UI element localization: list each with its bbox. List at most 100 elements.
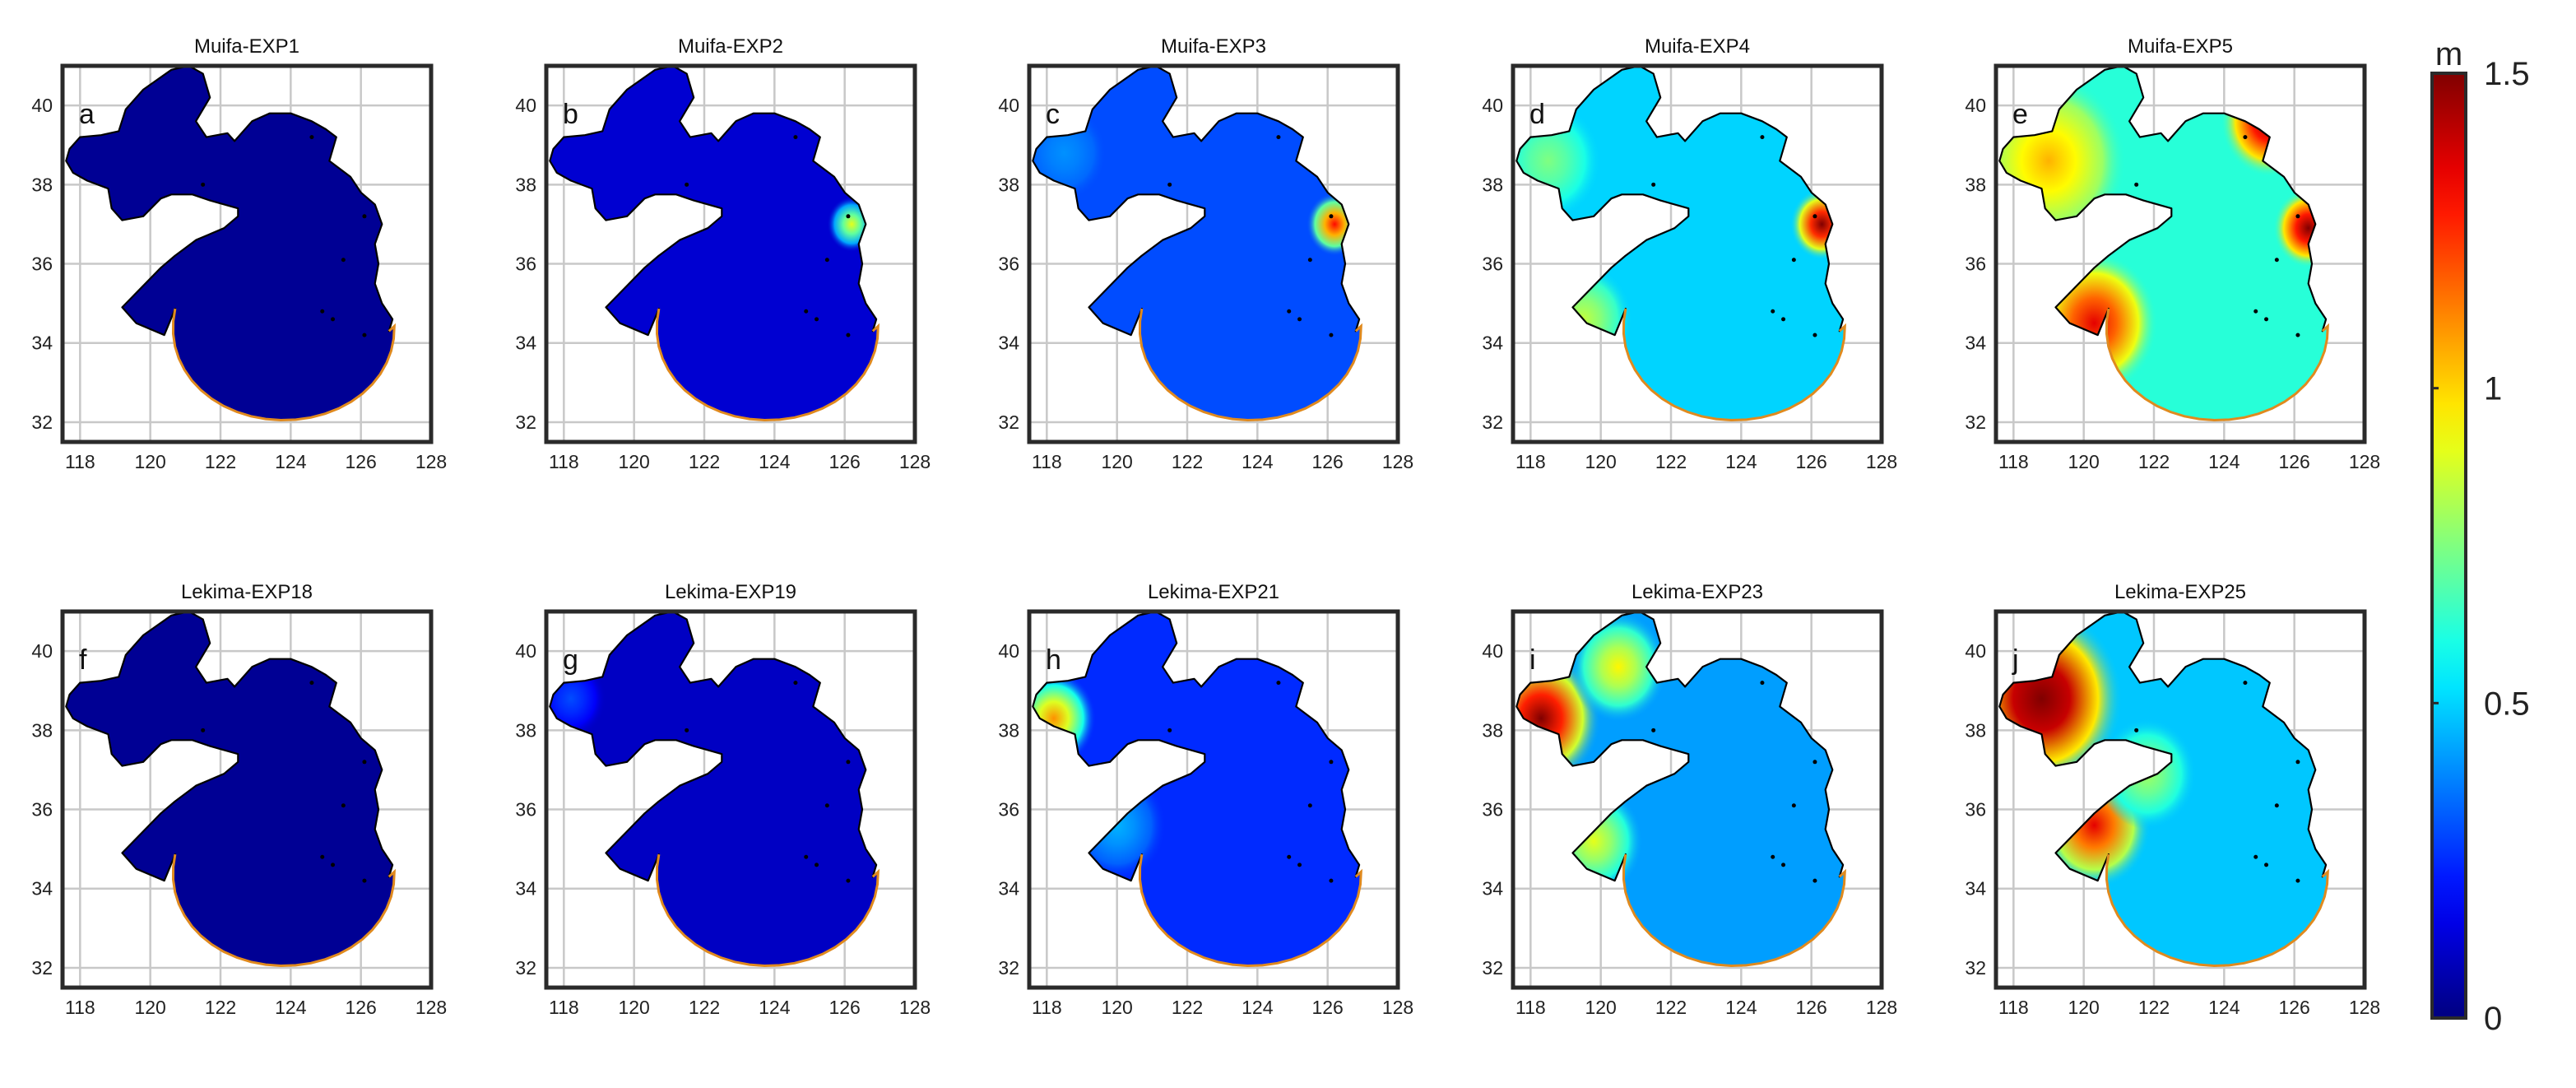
x-tick-label: 128 xyxy=(899,997,931,1018)
island xyxy=(362,214,367,219)
x-tick-label: 118 xyxy=(1032,997,1062,1018)
island xyxy=(1771,309,1775,314)
island xyxy=(331,317,336,322)
island xyxy=(1791,803,1796,808)
island xyxy=(846,878,851,883)
island xyxy=(1760,135,1765,140)
island xyxy=(1287,854,1292,859)
panel-grid: 118 120 122 124 126 1283234363840Muifa-EXP1a1… xyxy=(31,35,2380,1018)
y-tick-label: 34 xyxy=(1482,332,1503,354)
x-tick-label: 128 xyxy=(1382,997,1413,1018)
panel-title: Lekima-EXP23 xyxy=(1631,581,1763,603)
x-tick-label: 122 xyxy=(1172,997,1203,1018)
map-panel: 118 120 122 124 126 128 32 34 36 38 40 Muifa-EXP1 a xyxy=(31,35,447,472)
panel-label: c xyxy=(1046,99,1060,130)
y-tick-label: 32 xyxy=(998,411,1019,433)
y-tick-label: 38 xyxy=(1482,719,1503,741)
colorbar-gradient xyxy=(2432,73,2466,1018)
y-tick-label: 36 xyxy=(515,253,536,275)
axes-frame xyxy=(60,63,434,444)
island xyxy=(824,803,829,808)
island xyxy=(793,135,798,140)
island xyxy=(2295,332,2300,337)
axes-frame xyxy=(1027,63,1400,444)
panel-label: h xyxy=(1046,644,1061,676)
y-tick-label: 40 xyxy=(998,95,1019,116)
island xyxy=(201,182,206,187)
x-tick-label: 128 xyxy=(415,451,447,472)
y-tick-label: 34 xyxy=(998,878,1019,900)
island xyxy=(1307,258,1312,263)
x-tick-label: 124 xyxy=(1242,997,1274,1018)
island xyxy=(1329,760,1334,765)
axes-frame xyxy=(544,609,917,990)
panel-label: f xyxy=(79,644,87,676)
open-boundary xyxy=(171,853,396,968)
island xyxy=(2274,258,2279,263)
y-tick-label: 34 xyxy=(515,332,536,354)
island xyxy=(1760,681,1765,686)
x-tick-label: 120 xyxy=(134,451,165,472)
panel-title: Lekima-EXP21 xyxy=(1148,581,1279,603)
x-tick-label: 120 xyxy=(1101,997,1132,1018)
y-tick-label: 38 xyxy=(31,174,53,195)
x-tick-label: 122 xyxy=(205,997,236,1018)
map-panel: 118 120 122 124 126 128 32 34 36 38 40 Muifa-EXP5 e xyxy=(1965,35,2380,472)
axes-frame xyxy=(1993,609,2367,990)
panel-title: Muifa-EXP3 xyxy=(1161,35,1266,58)
x-tick-label: 118 xyxy=(1998,451,2029,472)
y-tick-label: 38 xyxy=(515,719,536,741)
x-tick-label: 124 xyxy=(275,451,307,472)
x-tick-label: 120 xyxy=(1585,451,1616,472)
y-tick-label: 40 xyxy=(515,95,536,116)
island xyxy=(815,862,819,867)
y-tick-label: 32 xyxy=(998,957,1019,979)
colorbar-frame xyxy=(2430,72,2467,1020)
x-tick-label: 124 xyxy=(1242,451,1274,472)
panel-title: Lekima-EXP19 xyxy=(665,581,796,603)
y-tick-label: 34 xyxy=(1965,332,1986,354)
x-tick-label: 124 xyxy=(2208,997,2240,1018)
y-tick-label: 40 xyxy=(31,95,53,116)
y-tick-label: 36 xyxy=(31,253,53,275)
axes-frame xyxy=(1027,609,1400,990)
x-tick-label: 118 xyxy=(1515,451,1546,472)
x-tick-label: 118 xyxy=(549,451,579,472)
island xyxy=(309,135,314,140)
island xyxy=(362,760,367,765)
open-boundary xyxy=(1138,853,1362,968)
y-tick-label: 40 xyxy=(1482,95,1503,116)
x-tick-label: 118 xyxy=(1515,997,1546,1018)
x-tick-label: 118 xyxy=(549,997,579,1018)
x-tick-label: 124 xyxy=(1725,997,1757,1018)
island xyxy=(846,332,851,337)
x-tick-label: 126 xyxy=(345,451,376,472)
y-tick-label: 40 xyxy=(998,640,1019,662)
island xyxy=(2295,878,2300,883)
island xyxy=(2295,760,2300,765)
island xyxy=(1287,309,1292,314)
island xyxy=(1771,854,1775,859)
island xyxy=(320,309,325,314)
island xyxy=(2243,681,2248,686)
colorbar-tick-label: 1 xyxy=(2484,371,2502,407)
x-tick-label: 126 xyxy=(828,451,860,472)
x-tick-label: 128 xyxy=(415,997,447,1018)
island xyxy=(2295,214,2300,219)
open-boundary xyxy=(2105,308,2329,422)
map-panel: 118 120 122 124 126 128 32 34 36 38 40 Lekima-EXP25… xyxy=(1965,581,2380,1018)
y-tick-label: 36 xyxy=(1482,253,1503,275)
x-tick-label: 126 xyxy=(1311,451,1343,472)
x-tick-label: 120 xyxy=(1101,451,1132,472)
panel-label: i xyxy=(1529,644,1536,676)
axes-frame xyxy=(1511,63,1884,444)
x-tick-label: 120 xyxy=(134,997,165,1018)
axes-frame xyxy=(544,63,917,444)
island xyxy=(1329,878,1334,883)
island xyxy=(2134,182,2139,187)
x-tick-label: 126 xyxy=(1795,451,1826,472)
x-tick-label: 124 xyxy=(759,451,791,472)
axes-frame xyxy=(1511,609,1884,990)
panel-title: Lekima-EXP18 xyxy=(181,581,313,603)
x-tick-label: 120 xyxy=(2068,451,2099,472)
